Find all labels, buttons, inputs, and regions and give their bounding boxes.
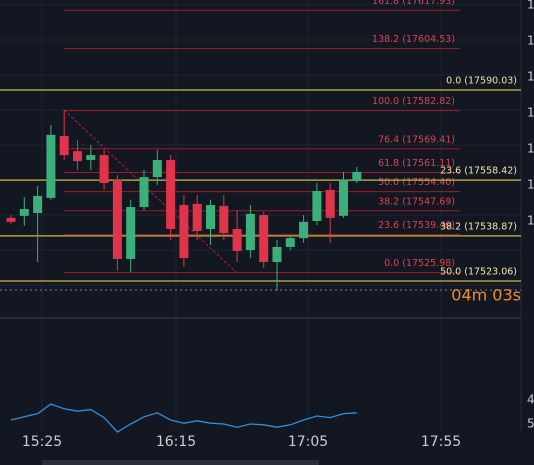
indicator-line [10, 403, 357, 433]
candle-body [285, 238, 295, 247]
fib-label: 38.2 (17538.87) [440, 221, 517, 232]
price-axis-label: 1 [527, 142, 534, 156]
candle-body [59, 136, 69, 156]
fib-label: 161.8 (17617.93) [372, 0, 455, 7]
candle-body [6, 217, 16, 222]
candle-body [166, 159, 176, 229]
price-axis-label: 1 [527, 106, 534, 120]
candle-body [112, 179, 122, 259]
fib-label: 138.2 (17604.53) [372, 34, 455, 45]
fib-trendline [63, 109, 237, 273]
indicator-axis-label: 5 [527, 417, 534, 431]
candle-body [245, 213, 255, 251]
candle-body [99, 155, 109, 184]
price-axis-label: 1 [527, 34, 534, 48]
candle-body [339, 179, 348, 216]
indicator-axis-label: 4 [527, 393, 534, 407]
fib-label: 23.6 (17558.42) [440, 166, 517, 177]
candle-body [86, 155, 96, 160]
candle-body [126, 207, 136, 259]
chart-layer: 161.8 (17617.93) 138.2 (17604.53) 100.0 (1… [0, 0, 534, 450]
candle-body [179, 205, 189, 259]
time-label: 16:15 [156, 434, 196, 450]
candle-body [139, 177, 149, 208]
price-axis-label: 1 [527, 178, 534, 192]
fib-label: 0.0 (17525.98) [384, 258, 455, 269]
candle-body [259, 215, 269, 263]
fib-label: 23.6 (17539.40) [378, 220, 455, 231]
fib-label: 38.2 (17547.69) [378, 196, 455, 207]
candle-body [33, 195, 43, 214]
candle-body [232, 228, 242, 251]
fib-label: 0.0 (17590.03) [446, 76, 517, 87]
candle-body [299, 221, 309, 239]
fib-label: 100.0 (17582.82) [372, 96, 455, 107]
price-axis-label: 1 [527, 70, 534, 84]
time-label: 17:55 [421, 434, 461, 450]
time-label: 17:05 [288, 434, 328, 450]
fib-label: 50.0 (17554.40) [378, 177, 455, 188]
price-axis-label: 1 [527, 214, 534, 228]
time-label: 15:25 [22, 434, 62, 450]
candle-body [352, 171, 362, 182]
fib-label: 50.0 (17523.06) [440, 267, 517, 278]
candle-body [312, 191, 322, 221]
candle-body [325, 189, 335, 218]
candle-body [192, 203, 202, 231]
candle-body [152, 159, 162, 178]
candle-body [206, 205, 215, 229]
scrollbar[interactable] [42, 460, 319, 465]
candle-body [19, 209, 29, 216]
candle-body [73, 151, 82, 162]
fib-label: 61.8 (17561.11) [378, 158, 455, 169]
candle-body [219, 205, 229, 233]
fib-label: 76.4 (17569.41) [378, 134, 455, 145]
countdown: 04m 03s [451, 286, 521, 305]
candle-body [46, 134, 56, 198]
candle-body [272, 246, 282, 263]
price-axis-label: 1 [527, 0, 534, 12]
